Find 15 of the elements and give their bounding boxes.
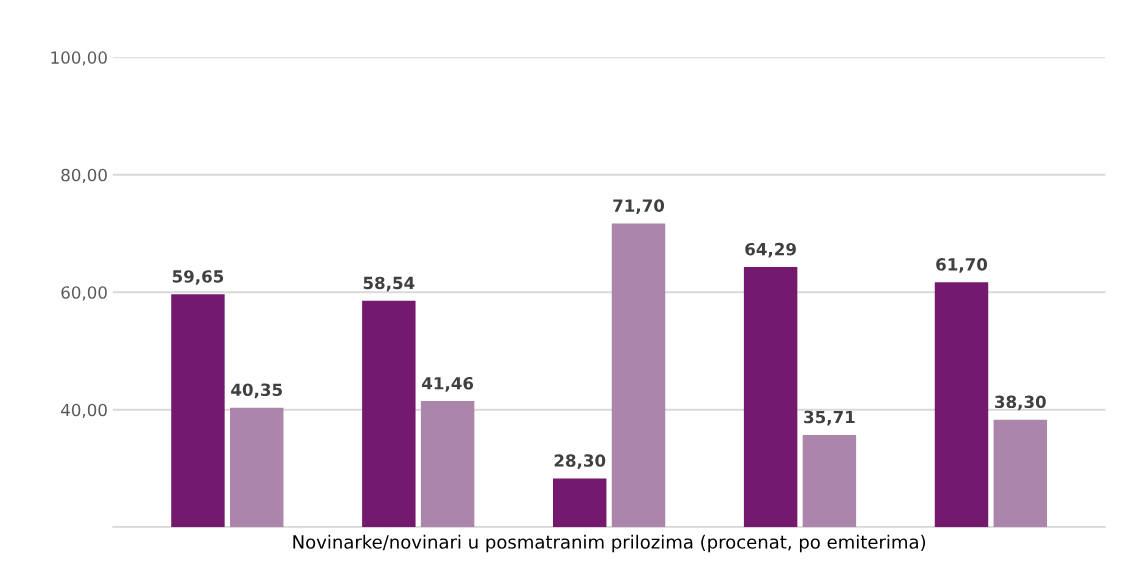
data-label: 38,30 [995,395,1046,411]
data-label: 28,30 [554,454,606,469]
data-label: 59,65 [172,270,224,285]
data-label: 71,70 [613,199,665,215]
data-label: 64,29 [745,242,796,258]
data-label: 35,71 [804,410,855,426]
y-tick-label: 100,00 [51,51,107,66]
y-tick-label: 40,00 [61,403,107,418]
y-tick-label: 60,00 [61,286,107,301]
x-axis-title: Novinarke/novinari u posmatranim prilozima (procenat, po emiterima) [293,534,926,553]
y-tick-label: 80,00 [61,168,107,184]
data-label: 61,70 [936,258,988,273]
data-label: 58,54 [363,276,415,292]
data-label: 41,46 [422,376,474,392]
data-label: 40,35 [231,383,282,399]
